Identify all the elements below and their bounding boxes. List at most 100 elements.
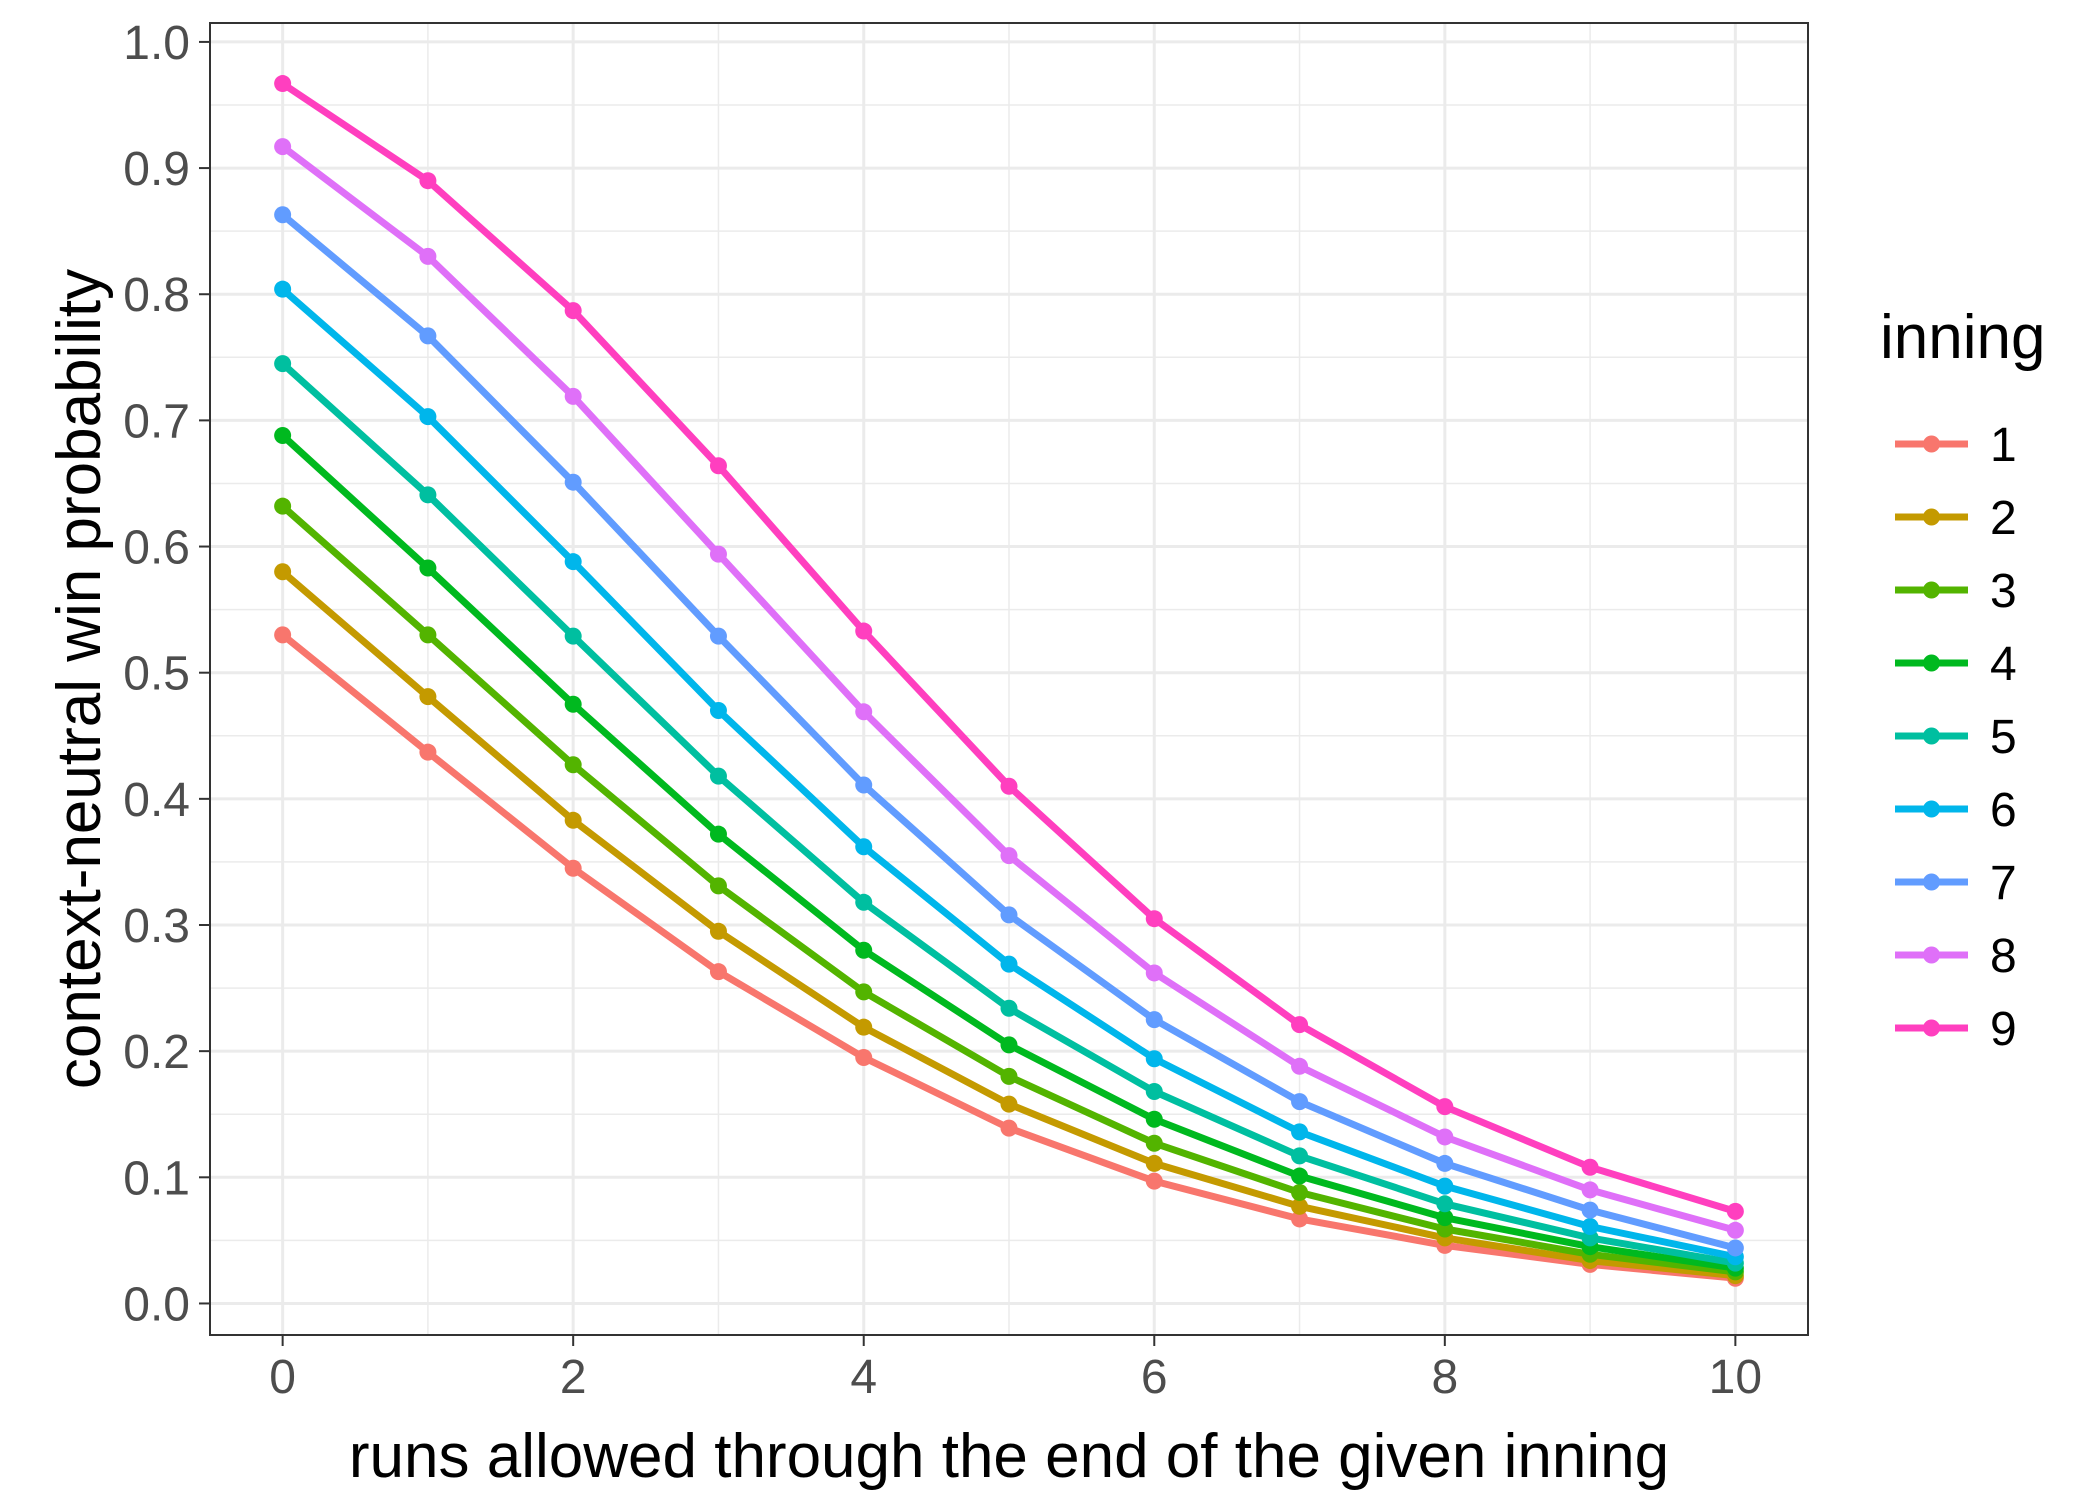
data-point-4 — [1000, 1036, 1018, 1054]
data-point-8 — [1726, 1221, 1744, 1239]
data-point-1 — [419, 743, 437, 761]
data-point-5 — [274, 355, 292, 373]
data-point-6 — [564, 553, 582, 571]
data-point-8 — [1145, 964, 1163, 982]
data-point-8 — [1436, 1128, 1454, 1146]
legend-title: inning — [1880, 303, 2045, 372]
data-point-4 — [564, 695, 582, 713]
y-tick-label: 0.7 — [123, 395, 190, 448]
series-6 — [274, 280, 1744, 1266]
legend-key-9: 9 — [1895, 1003, 2017, 1056]
legend-swatch-point — [1923, 508, 1940, 526]
data-point-5 — [1145, 1083, 1163, 1101]
data-point-3 — [1145, 1134, 1163, 1152]
y-tick-label: 0.5 — [123, 648, 190, 701]
data-point-4 — [709, 825, 727, 843]
legend-key-8: 8 — [1895, 930, 2017, 983]
data-point-3 — [855, 983, 873, 1001]
legend: inning 1 2 3 4 5 6 7 8 9 — [1880, 303, 2045, 1056]
data-point-2 — [564, 811, 582, 829]
data-point-3 — [1291, 1183, 1309, 1201]
data-point-5 — [1436, 1195, 1454, 1213]
data-point-1 — [274, 626, 292, 644]
series-layer — [274, 75, 1744, 1287]
legend-label: 8 — [1990, 930, 2017, 983]
data-point-1 — [1000, 1119, 1018, 1137]
data-point-5 — [564, 627, 582, 645]
data-point-7 — [1000, 906, 1018, 924]
legend-key-6: 6 — [1895, 784, 2017, 837]
data-point-8 — [1581, 1181, 1599, 1199]
data-point-4 — [1145, 1110, 1163, 1128]
data-point-9 — [274, 75, 292, 93]
data-point-4 — [1291, 1167, 1309, 1185]
data-point-9 — [1726, 1202, 1744, 1220]
series-9 — [274, 75, 1744, 1220]
series-8 — [274, 138, 1744, 1239]
y-tick-label: 0.2 — [123, 1026, 190, 1079]
legend-label: 2 — [1990, 492, 2017, 545]
series-4 — [274, 427, 1744, 1277]
data-point-2 — [1291, 1197, 1309, 1215]
data-point-8 — [419, 247, 437, 265]
data-point-2 — [419, 688, 437, 706]
x-axis-title: runs allowed through the end of the give… — [349, 1422, 1669, 1491]
legend-label: 5 — [1990, 711, 2017, 764]
legend-key-7: 7 — [1895, 857, 2017, 910]
data-point-8 — [709, 545, 727, 563]
y-tick-label: 0.1 — [123, 1152, 190, 1205]
legend-label: 4 — [1990, 638, 2017, 691]
data-point-7 — [1726, 1239, 1744, 1257]
x-tick-labels: 0 2 4 6 8 10 — [269, 1351, 1762, 1404]
data-point-6 — [709, 702, 727, 720]
data-point-7 — [419, 327, 437, 345]
data-point-7 — [709, 627, 727, 645]
data-point-3 — [564, 756, 582, 774]
data-point-9 — [1581, 1158, 1599, 1176]
major-gridlines — [210, 23, 1808, 1335]
legend-label: 7 — [1990, 857, 2017, 910]
data-point-7 — [274, 206, 292, 224]
data-point-8 — [855, 703, 873, 721]
data-point-1 — [1145, 1172, 1163, 1190]
legend-swatch-point — [1923, 727, 1940, 745]
x-tick-label: 0 — [269, 1351, 296, 1404]
data-point-6 — [1581, 1218, 1599, 1236]
data-point-8 — [274, 138, 292, 156]
data-point-9 — [1145, 910, 1163, 928]
data-point-9 — [1436, 1098, 1454, 1116]
data-point-9 — [855, 622, 873, 640]
data-point-2 — [855, 1018, 873, 1036]
y-tick-label: 0.0 — [123, 1278, 190, 1331]
legend-label: 6 — [1990, 784, 2017, 837]
data-point-6 — [855, 838, 873, 856]
panel-border — [209, 22, 1809, 1336]
data-point-2 — [274, 563, 292, 581]
legend-swatch-point — [1923, 435, 1940, 453]
x-tick-label: 8 — [1431, 1351, 1458, 1404]
data-point-1 — [1291, 1210, 1309, 1228]
legend-swatch-point — [1923, 873, 1940, 891]
legend-label: 9 — [1990, 1003, 2017, 1056]
data-point-9 — [419, 172, 437, 190]
data-point-5 — [419, 486, 437, 504]
legend-label: 3 — [1990, 565, 2017, 618]
data-point-7 — [855, 776, 873, 794]
legend-key-1: 1 — [1895, 419, 2017, 472]
axis-ticks — [199, 40, 1737, 1346]
data-point-5 — [1291, 1147, 1309, 1165]
legend-keys: 1 2 3 4 5 6 7 8 9 — [1895, 419, 2017, 1056]
data-point-5 — [709, 767, 727, 785]
legend-label: 1 — [1990, 419, 2017, 472]
x-tick-label: 4 — [850, 1351, 877, 1404]
series-7 — [274, 206, 1744, 1257]
data-point-9 — [1291, 1016, 1309, 1034]
data-point-4 — [855, 941, 873, 959]
data-point-7 — [1291, 1093, 1309, 1111]
data-point-7 — [1145, 1011, 1163, 1029]
data-point-8 — [1000, 847, 1018, 865]
y-axis-title: context-neutral win probability — [45, 269, 114, 1089]
data-point-6 — [274, 280, 292, 298]
legend-swatch-point — [1923, 581, 1940, 599]
data-point-7 — [564, 473, 582, 491]
